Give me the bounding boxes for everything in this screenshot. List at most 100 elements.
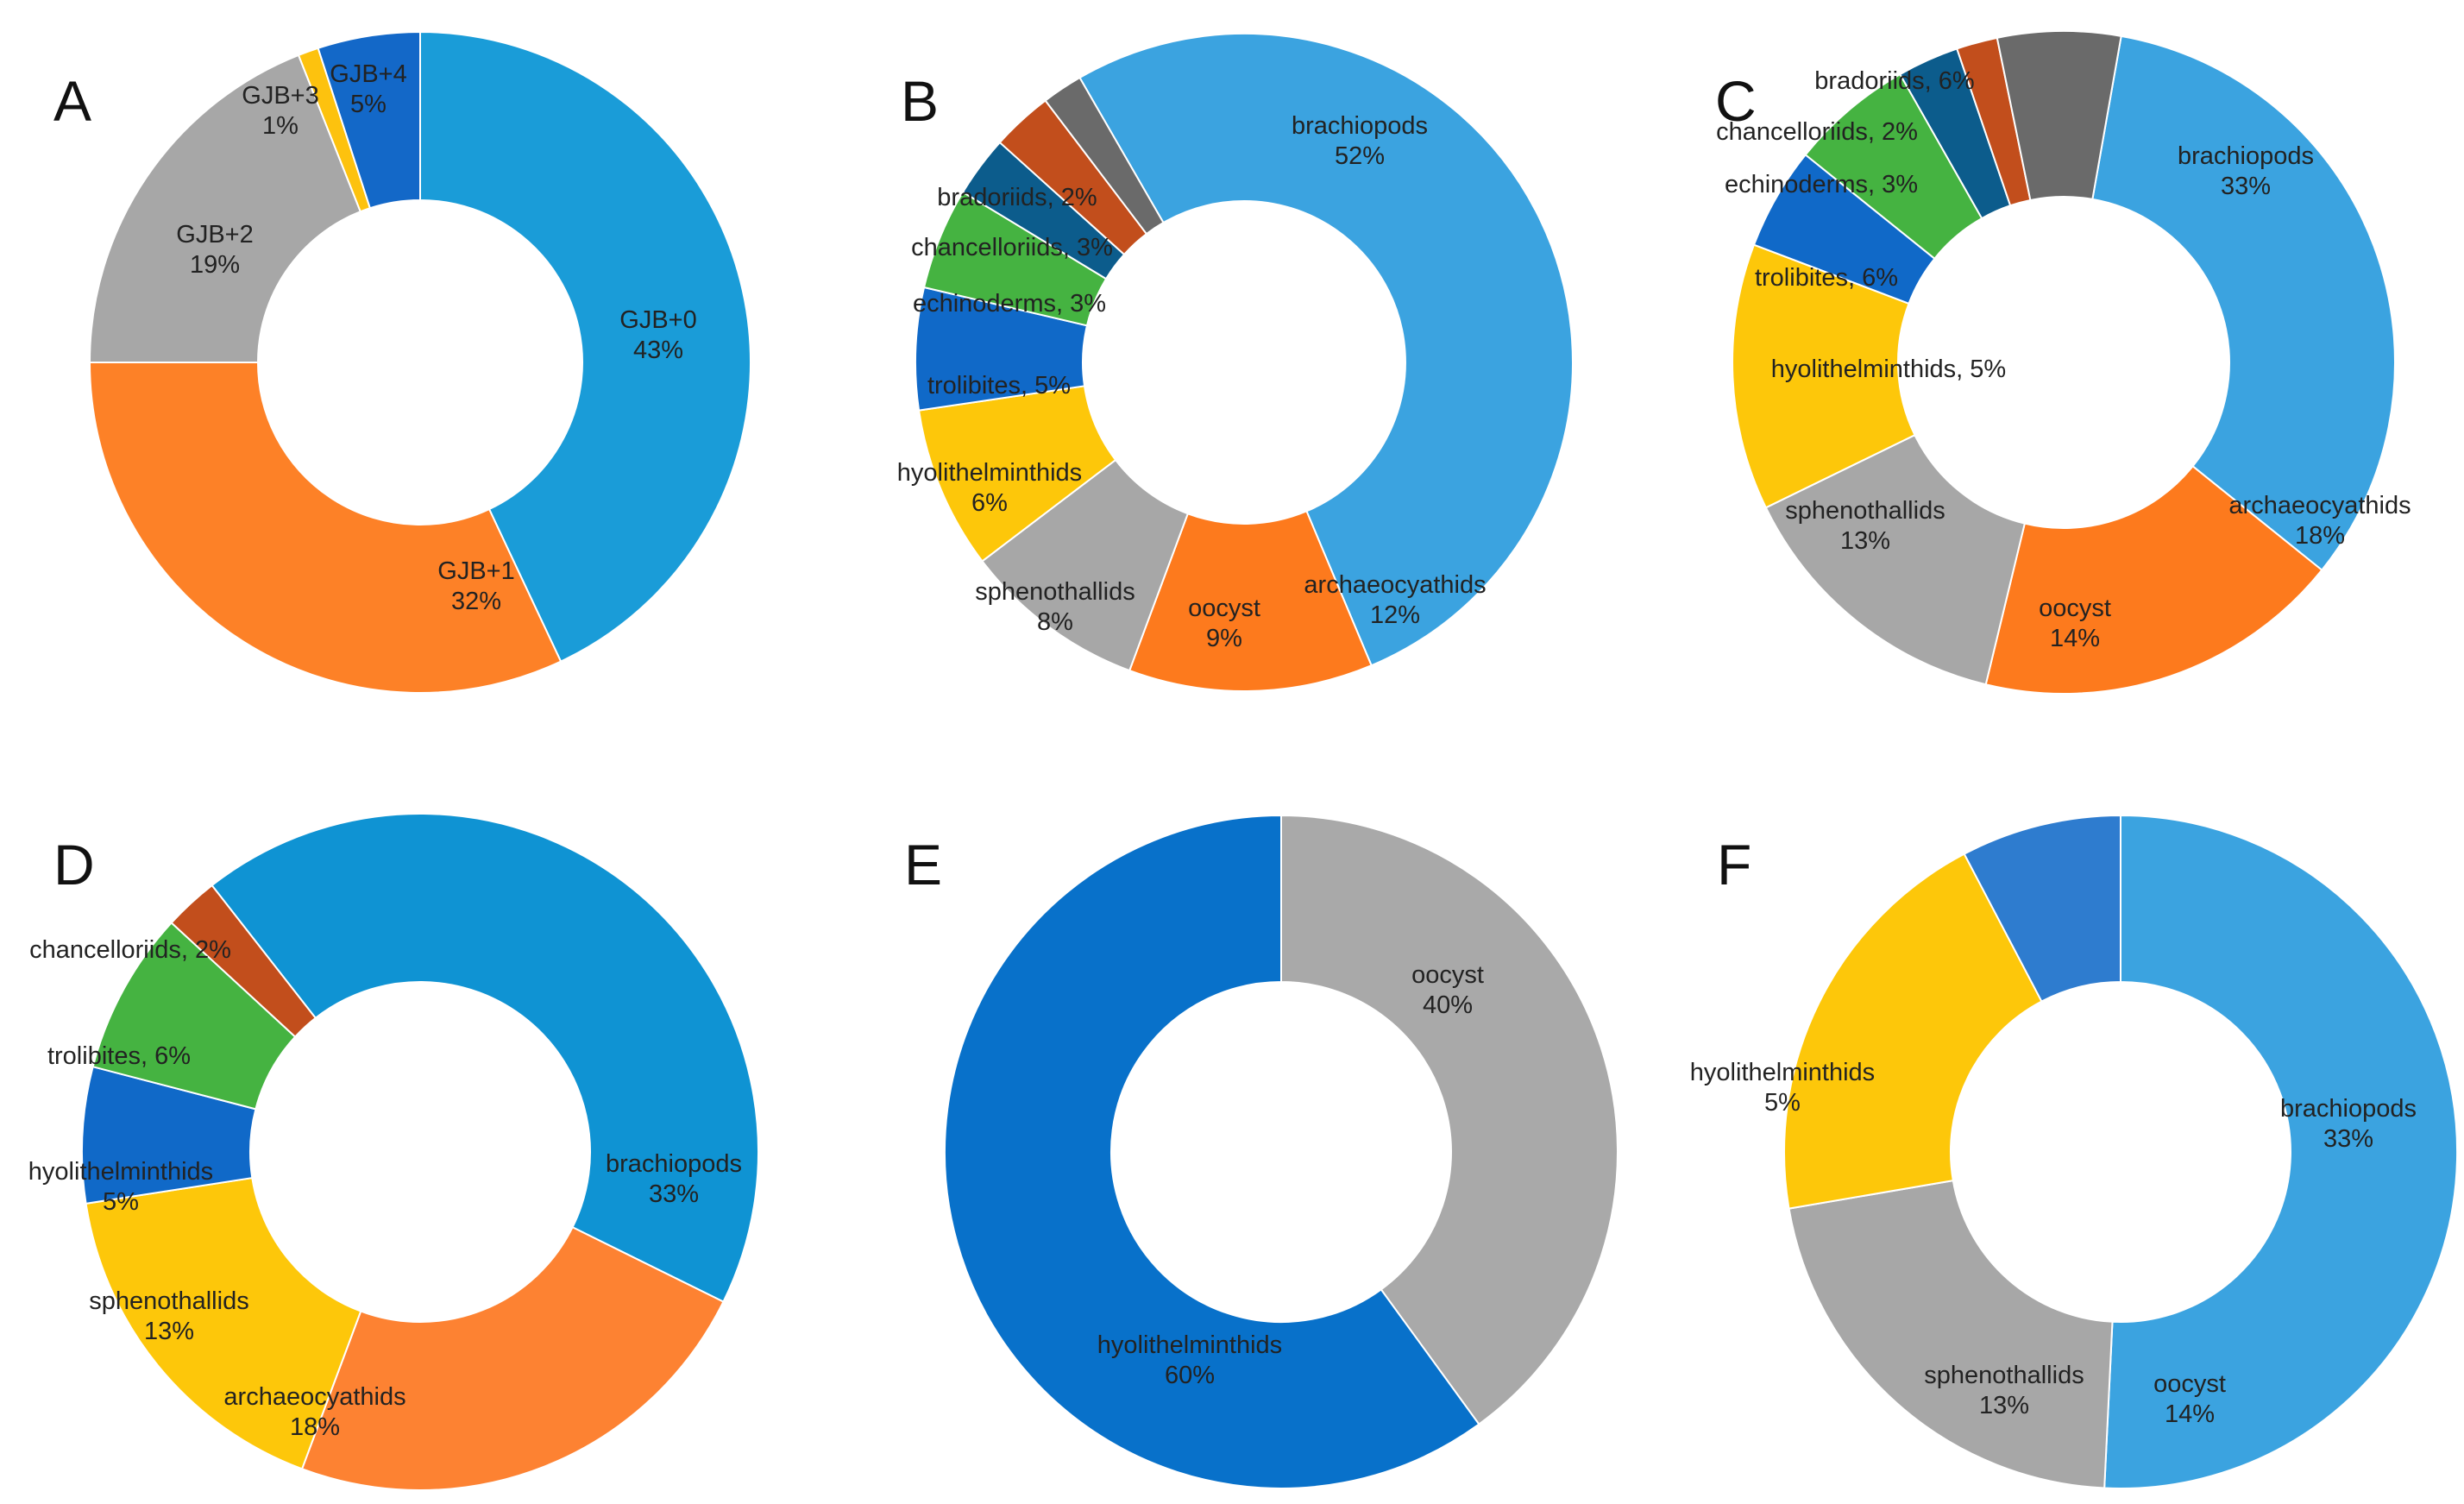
slice-sphenothallids bbox=[1732, 243, 1916, 509]
slice-brachiopods bbox=[2091, 35, 2397, 572]
slice-percent-sphenothallids: 13% bbox=[1979, 1392, 2029, 1419]
slice-percent-oocyst: 40% bbox=[1423, 991, 1473, 1019]
slice-name-gjb-0: GJB+0 bbox=[619, 306, 696, 334]
slice-bradoriids bbox=[1996, 30, 2122, 202]
slice-label-bradoriids: bradoriids, 6% bbox=[1814, 67, 1974, 95]
slice-brachiopods bbox=[211, 813, 760, 1303]
slice-name-brachiopods: brachiopods bbox=[606, 1150, 742, 1178]
slice-brachiopods bbox=[2103, 814, 2459, 1489]
slice-label-chancelloriids: chancelloriids, 3% bbox=[911, 234, 1113, 261]
slice-percent: 6% bbox=[154, 1042, 191, 1070]
slice-percent-archaeocyathids: 12% bbox=[1370, 601, 1420, 629]
panel-letter-e: E bbox=[904, 833, 942, 897]
slice-percent-oocyst: 9% bbox=[1206, 625, 1242, 652]
slice-percent-oocyst: 14% bbox=[2050, 625, 2100, 652]
slice-name: chancelloriids bbox=[1716, 118, 1868, 146]
slice-name-archaeocyathids: archaeocyathids bbox=[2228, 492, 2411, 519]
slice-oocyst bbox=[1788, 1180, 2114, 1489]
panel-letter-b: B bbox=[901, 69, 939, 133]
slice-name-oocyst: oocyst bbox=[1188, 595, 1260, 622]
slice-name-archaeocyathids: archaeocyathids bbox=[1304, 571, 1486, 599]
panel-letter-a: A bbox=[53, 69, 91, 133]
slice-oocyst bbox=[1764, 433, 2027, 686]
slice-name: bradoriids bbox=[1814, 67, 1924, 95]
slice-percent: 2% bbox=[1061, 184, 1097, 211]
panel-letter-d: D bbox=[53, 833, 95, 897]
slice-label-chancelloriids: chancelloriids, 2% bbox=[29, 936, 231, 964]
slice-label-bradoriids: bradoriids, 2% bbox=[937, 184, 1097, 211]
panel-letter-f: F bbox=[1717, 833, 1751, 897]
slice-percent-gjb-1: 32% bbox=[451, 588, 501, 615]
slice-gjb-0 bbox=[419, 30, 751, 663]
slice-name-gjb-1: GJB+1 bbox=[437, 557, 514, 585]
slice-percent: 5% bbox=[1970, 356, 2006, 383]
slice-label-trolibites: trolibites, 5% bbox=[927, 372, 1071, 400]
slice-name-oocyst: oocyst bbox=[2153, 1370, 2226, 1398]
slice-name-oocyst: oocyst bbox=[1411, 961, 1484, 989]
slice-name-sphenothallids: sphenothallids bbox=[89, 1287, 248, 1315]
slice-name-sphenothallids: sphenothallids bbox=[975, 578, 1135, 606]
slice-name: bradoriids bbox=[937, 184, 1047, 211]
slice-name: chancelloriids bbox=[29, 936, 181, 964]
slice-gjb-4 bbox=[317, 30, 421, 210]
slice-name-oocyst: oocyst bbox=[2039, 595, 2111, 622]
slice-name: echinoderms bbox=[913, 290, 1056, 318]
slice-bradoriids bbox=[1044, 76, 1165, 236]
slice-percent-brachiopods: 52% bbox=[1335, 142, 1385, 170]
slice-percent-sphenothallids: 8% bbox=[1037, 608, 1073, 636]
slice-name: echinoderms bbox=[1725, 171, 1868, 198]
slice-percent-gjb-3: 1% bbox=[262, 112, 299, 140]
donut-chart-c: brachiopods 33% archaeocyathids 18% oocyst 14… bbox=[1715, 30, 2411, 695]
slice-archaeocyathids bbox=[1128, 510, 1373, 692]
slice-hyolithelminthids bbox=[1963, 814, 2121, 1003]
slice-label-echinoderms: echinoderms, 3% bbox=[913, 290, 1106, 318]
slice-percent-gjb-4: 5% bbox=[350, 91, 387, 118]
slice-oocyst bbox=[1280, 814, 1619, 1425]
slice-name-brachiopods: brachiopods bbox=[2178, 142, 2314, 170]
slice-name: hyolithelminthids bbox=[1771, 356, 1956, 383]
slice-percent: 2% bbox=[1882, 118, 1918, 146]
slice-percent-hyolithelminthids: 5% bbox=[103, 1188, 139, 1216]
slice-percent-brachiopods: 33% bbox=[649, 1180, 699, 1208]
slice-archaeocyathids bbox=[300, 1225, 725, 1491]
slice-percent-gjb-2: 19% bbox=[190, 251, 240, 279]
slice-gjb-2 bbox=[88, 53, 362, 363]
slice-name-hyolithelminthids: hyolithelminthids bbox=[28, 1158, 213, 1186]
slice-label-trolibites: trolibites, 6% bbox=[1755, 264, 1898, 292]
slice-percent: 5% bbox=[1034, 372, 1071, 400]
slice-hyolithelminthids bbox=[944, 814, 1480, 1489]
slice-archaeocyathids bbox=[1984, 464, 2323, 695]
slice-label-chancelloriids: chancelloriids, 2% bbox=[1716, 118, 1918, 146]
slice-name-hyolithelminthids: hyolithelminthids bbox=[1097, 1331, 1282, 1359]
slice-percent-sphenothallids: 13% bbox=[1840, 527, 1890, 555]
slice-name: trolibites bbox=[47, 1042, 141, 1070]
slice-percent: 3% bbox=[1077, 234, 1113, 261]
slice-percent: 2% bbox=[195, 936, 231, 964]
slice-percent-archaeocyathids: 18% bbox=[290, 1413, 340, 1441]
slice-name-hyolithelminthids: hyolithelminthids bbox=[1690, 1059, 1875, 1086]
slice-label-echinoderms: echinoderms, 3% bbox=[1725, 171, 1918, 198]
slice-name-archaeocyathids: archaeocyathids bbox=[223, 1383, 405, 1411]
slice-percent-brachiopods: 33% bbox=[2323, 1125, 2373, 1153]
slice-name-gjb-4: GJB+4 bbox=[330, 60, 406, 88]
slice-percent: 6% bbox=[1939, 67, 1975, 95]
slice-percent: 3% bbox=[1882, 171, 1918, 198]
slice-brachiopods bbox=[1078, 33, 1574, 667]
slice-percent: 6% bbox=[1862, 264, 1898, 292]
slice-percent-oocyst: 14% bbox=[2165, 1400, 2215, 1428]
slice-percent-hyolithelminthids: 5% bbox=[1764, 1089, 1801, 1117]
panel-letter-c: C bbox=[1715, 69, 1757, 133]
slice-sphenothallids bbox=[1783, 853, 2043, 1210]
slice-name: trolibites bbox=[927, 372, 1021, 400]
slice-name: chancelloriids bbox=[911, 234, 1063, 261]
slice-name-hyolithelminthids: hyolithelminthids bbox=[897, 459, 1082, 487]
slice-label-trolibites: trolibites, 6% bbox=[47, 1042, 191, 1070]
slice-name: trolibites bbox=[1755, 264, 1848, 292]
slice-name-brachiopods: brachiopods bbox=[1292, 112, 1428, 140]
